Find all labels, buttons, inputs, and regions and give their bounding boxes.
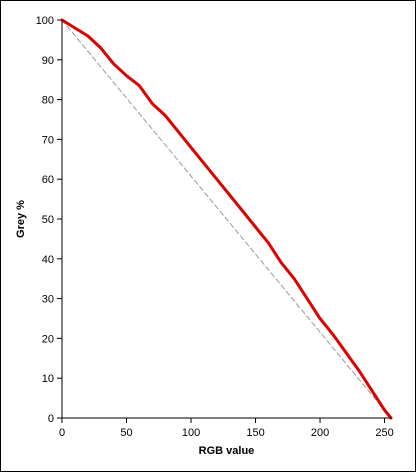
y-tick-label: 30 (42, 294, 54, 306)
y-axis-title: Grey % (15, 200, 27, 238)
y-axis-ticks (57, 19, 62, 419)
series-group (60, 18, 393, 420)
x-tick-label: 100 (182, 427, 200, 439)
x-tick-label: 250 (375, 427, 393, 439)
y-tick-label: 10 (42, 373, 54, 385)
x-tick-label: 0 (59, 427, 65, 439)
x-axis-title: RGB value (199, 445, 255, 457)
y-tick-label: 70 (42, 134, 54, 146)
x-tick-label: 200 (311, 427, 329, 439)
y-tick-label: 100 (36, 15, 54, 27)
x-axis-tick-labels: 0 50 100 150 200 250 (59, 427, 394, 439)
x-axis-ticks (61, 418, 386, 423)
x-tick-label: 150 (246, 427, 264, 439)
y-tick-label: 50 (42, 214, 54, 226)
y-tick-label: 90 (42, 55, 54, 67)
x-tick-label: 50 (120, 427, 132, 439)
y-tick-label: 80 (42, 95, 54, 107)
y-tick-label: 60 (42, 174, 54, 186)
y-tick-label: 20 (42, 333, 54, 345)
grey-curve-line (60, 18, 393, 420)
y-tick-label: 0 (48, 413, 54, 425)
y-axis-tick-labels: 0 10 20 30 40 50 60 70 80 90 100 (36, 15, 54, 425)
reference-dashed-line (61, 19, 392, 419)
y-tick-label: 40 (42, 254, 54, 266)
